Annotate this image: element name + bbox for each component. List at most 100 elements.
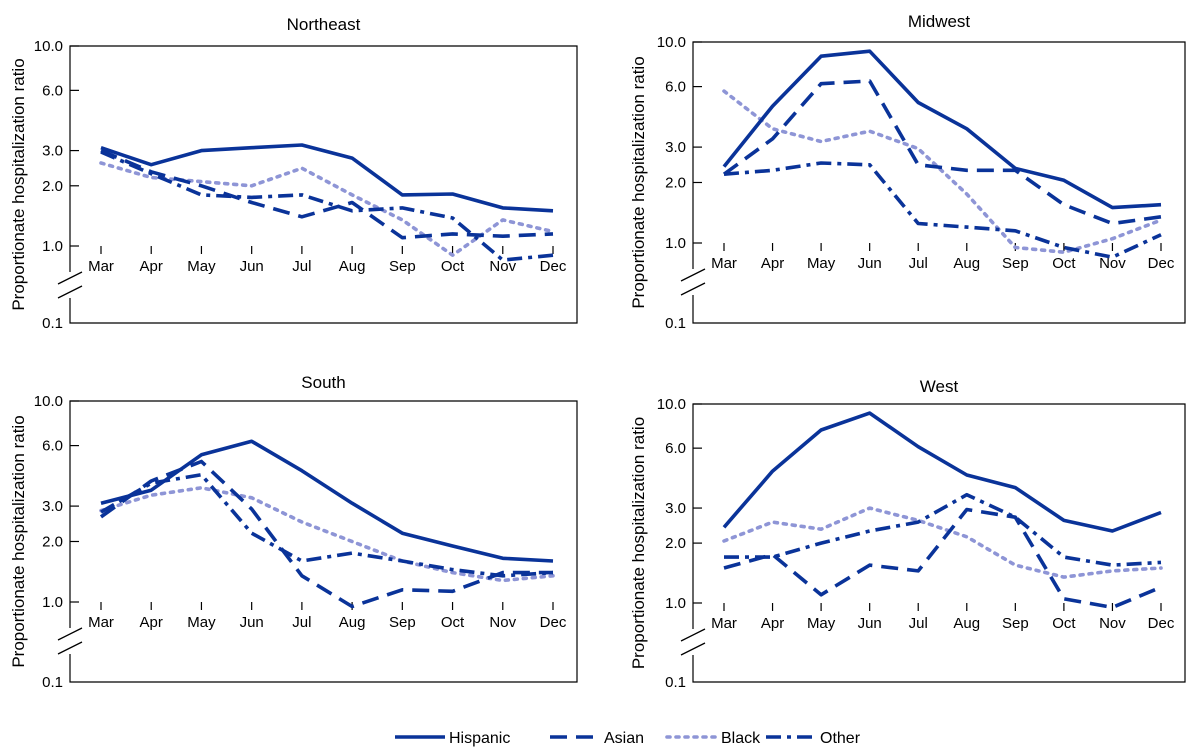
chart-title: Northeast bbox=[287, 15, 361, 34]
legend: Hispanic Asian Black Other bbox=[395, 730, 861, 747]
series-line-other bbox=[724, 492, 1162, 567]
legend-label: Hispanic bbox=[449, 730, 510, 747]
legend-label: Other bbox=[820, 730, 861, 747]
chart-title: South bbox=[301, 373, 345, 392]
y-tick-label: 10.0 bbox=[34, 393, 63, 410]
x-tick-label: May bbox=[807, 255, 836, 272]
x-tick-label: Jun bbox=[858, 255, 882, 272]
series-line-black bbox=[722, 89, 1163, 254]
x-tick-label: Oct bbox=[441, 614, 465, 631]
x-tick-label: Jul bbox=[292, 614, 311, 631]
y-tick-label: 6.0 bbox=[42, 438, 63, 455]
series-line-other bbox=[100, 150, 554, 262]
x-tick-label: Sep bbox=[389, 258, 416, 275]
series-line-hispanic bbox=[100, 439, 554, 563]
legend-label: Black bbox=[721, 730, 761, 747]
axis-break-mark bbox=[680, 628, 706, 642]
axis-break-mark bbox=[680, 268, 706, 282]
y-tick-label: 10.0 bbox=[34, 38, 63, 55]
x-tick-label: Jun bbox=[240, 258, 264, 275]
y-tick-label: 1.0 bbox=[665, 235, 686, 252]
x-tick-label: Oct bbox=[1052, 615, 1076, 632]
x-tick-label: Mar bbox=[88, 614, 114, 631]
y-axis-label: Proportionate hospitalization ratio bbox=[629, 56, 648, 308]
x-tick-label: Nov bbox=[489, 614, 516, 631]
x-tick-label: Mar bbox=[711, 255, 737, 272]
y-tick-label: 10.0 bbox=[657, 34, 686, 51]
x-tick-label: Nov bbox=[1099, 615, 1126, 632]
x-tick-label: Apr bbox=[140, 258, 163, 275]
y-tick-label: 3.0 bbox=[665, 500, 686, 517]
x-tick-label: Dec bbox=[1148, 255, 1175, 272]
y-tick-label: 10.0 bbox=[657, 396, 686, 413]
x-tick-label: Aug bbox=[953, 255, 980, 272]
plot-frame bbox=[69, 45, 578, 324]
y-tick-label: 2.0 bbox=[665, 535, 686, 552]
plot-frame bbox=[692, 41, 1186, 324]
x-tick-label: Sep bbox=[1002, 615, 1029, 632]
series-line-asian bbox=[100, 148, 554, 240]
y-tick-label-break: 0.1 bbox=[42, 315, 63, 332]
chart-panel-south: South 10.0 6.0 3.0 2.0 1.0 0.1 Mar Apr May Jun Jul A… bbox=[9, 373, 578, 691]
y-tick-label: 6.0 bbox=[665, 440, 686, 457]
x-tick-label: Mar bbox=[711, 615, 737, 632]
series-line-black bbox=[99, 485, 555, 583]
x-tick-label: Dec bbox=[540, 258, 567, 275]
y-tick-label: 6.0 bbox=[42, 82, 63, 99]
x-tick-label: May bbox=[187, 258, 216, 275]
series-line-black bbox=[99, 161, 555, 257]
x-tick-label: Aug bbox=[339, 614, 366, 631]
chart-panel-northeast: Northeast 10.0 6.0 3.0 2.0 1.0 0.1 Mar Apr May Jun… bbox=[9, 15, 578, 332]
axis-break-mark bbox=[57, 627, 83, 641]
y-tick-label: 3.0 bbox=[42, 143, 63, 160]
x-tick-label: Jul bbox=[909, 615, 928, 632]
y-axis-label: Proportionate hospitalization ratio bbox=[9, 415, 28, 667]
series-line-hispanic bbox=[722, 411, 1162, 533]
y-tick-label: 2.0 bbox=[42, 178, 63, 195]
x-tick-label: Apr bbox=[140, 614, 163, 631]
series-line-hispanic bbox=[722, 49, 1162, 210]
y-tick-label: 2.0 bbox=[42, 533, 63, 550]
x-tick-label: Jul bbox=[292, 258, 311, 275]
y-tick-label: 1.0 bbox=[42, 594, 63, 611]
x-tick-label: Sep bbox=[1002, 255, 1029, 272]
y-tick-label: 3.0 bbox=[42, 498, 63, 515]
y-tick-label: 6.0 bbox=[665, 79, 686, 96]
x-tick-label: Mar bbox=[88, 258, 114, 275]
series-line-hispanic bbox=[100, 143, 554, 213]
plot-frame bbox=[69, 400, 578, 683]
x-tick-label: Dec bbox=[540, 614, 567, 631]
chart-title: Midwest bbox=[908, 12, 971, 31]
legend-label: Asian bbox=[604, 730, 644, 747]
x-tick-label: Sep bbox=[389, 614, 416, 631]
x-tick-label: Nov bbox=[489, 258, 516, 275]
x-tick-label: May bbox=[807, 615, 836, 632]
y-tick-label: 2.0 bbox=[665, 174, 686, 191]
y-tick-label: 1.0 bbox=[42, 238, 63, 255]
y-tick-label: 3.0 bbox=[665, 139, 686, 156]
x-tick-label: Aug bbox=[339, 258, 366, 275]
axis-break-mark bbox=[57, 271, 83, 285]
x-tick-label: May bbox=[187, 614, 216, 631]
plot-frame bbox=[692, 403, 1186, 683]
x-tick-label: Jun bbox=[858, 615, 882, 632]
x-tick-label: Apr bbox=[761, 255, 784, 272]
chart-panel-midwest: Midwest 10.0 6.0 3.0 2.0 1.0 0.1 Mar Apr May Jun Ju… bbox=[629, 12, 1186, 332]
x-tick-label: Apr bbox=[761, 615, 784, 632]
x-tick-label: Oct bbox=[441, 258, 465, 275]
y-axis-label: Proportionate hospitalization ratio bbox=[629, 417, 648, 669]
x-tick-label: Aug bbox=[953, 615, 980, 632]
y-tick-label-break: 0.1 bbox=[665, 315, 686, 332]
y-tick-label-break: 0.1 bbox=[42, 674, 63, 691]
series-line-other bbox=[723, 161, 1162, 260]
series-line-asian bbox=[723, 507, 1162, 610]
series-line-asian bbox=[722, 79, 1162, 226]
x-tick-label: Dec bbox=[1148, 615, 1175, 632]
chart-panel-west: West 10.0 6.0 3.0 2.0 1.0 0.1 Mar Apr May Jun Jul Au… bbox=[629, 377, 1186, 691]
axis-break-mark bbox=[57, 285, 83, 299]
series-line-black bbox=[722, 506, 1163, 579]
axis-break-mark bbox=[680, 282, 706, 296]
series-line-other bbox=[100, 472, 554, 578]
y-axis-label: Proportionate hospitalization ratio bbox=[9, 58, 28, 310]
